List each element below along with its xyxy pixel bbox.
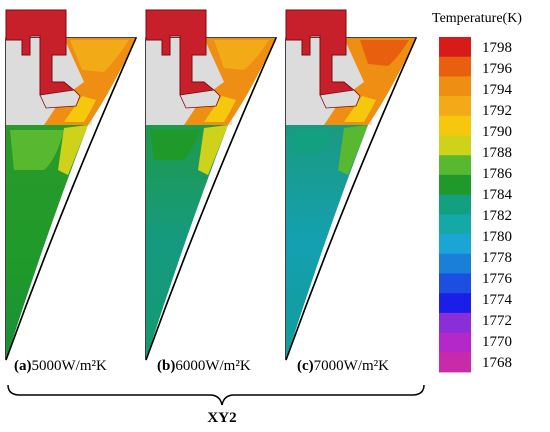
legend-tick-label: 1776 — [482, 271, 513, 287]
legend-swatch — [439, 194, 471, 215]
legend-swatch — [439, 293, 471, 314]
legend-swatch — [439, 96, 471, 117]
panel-b — [145, 9, 278, 361]
legend-swatch — [439, 312, 471, 333]
legend-title: Temperature(K) — [432, 11, 522, 26]
temperature-legend: Temperature(K) 1798179617941792179017881… — [432, 11, 522, 373]
legend-tick-label: 1778 — [482, 250, 512, 266]
legend-tick-labels: 1798 1796 1794 1792 1790 1788 1786 1784 1782 1780… — [482, 40, 513, 371]
legend-tick-label: 1792 — [482, 103, 512, 119]
cool-region — [6, 125, 88, 360]
legend-swatch — [439, 332, 471, 353]
legend-swatch — [439, 273, 471, 294]
legend-swatch — [439, 234, 471, 255]
legend-tick-label: 1768 — [482, 355, 512, 371]
legend-tick-label: 1788 — [482, 145, 512, 161]
legend-tick-label: 1772 — [482, 313, 512, 329]
legend-tick-label: 1786 — [482, 166, 513, 182]
legend-swatch — [439, 37, 471, 58]
legend-colorbar — [439, 37, 471, 373]
legend-tick-label: 1790 — [482, 124, 512, 140]
legend-tick-label: 1782 — [482, 208, 512, 224]
legend-tick-label: 1798 — [482, 40, 512, 56]
legend-swatch — [439, 76, 471, 97]
legend-swatch — [439, 115, 471, 136]
group-label: XY2 — [207, 410, 236, 426]
legend-tick-label: 1784 — [482, 187, 513, 203]
legend-tick-label: 1794 — [482, 82, 513, 98]
legend-swatch — [439, 214, 471, 235]
legend-tick-label: 1780 — [482, 229, 512, 245]
legend-swatch — [439, 135, 471, 156]
legend-swatch — [439, 155, 471, 176]
legend-swatch — [439, 56, 471, 77]
panel-a — [5, 9, 138, 361]
legend-tick-label: 1774 — [482, 292, 513, 308]
legend-tick-label: 1796 — [482, 61, 513, 77]
panel-c — [285, 9, 418, 361]
legend-swatch — [439, 352, 471, 373]
legend-tick-label: 1770 — [482, 334, 512, 350]
legend-swatch — [439, 174, 471, 196]
group-brace — [7, 384, 425, 406]
caption-b: (b)6000W/m²K — [157, 358, 251, 374]
legend-swatch — [439, 253, 471, 274]
caption-c: (c)7000W/m²K — [297, 358, 389, 374]
caption-a: (a)5000W/m²K — [14, 358, 107, 374]
